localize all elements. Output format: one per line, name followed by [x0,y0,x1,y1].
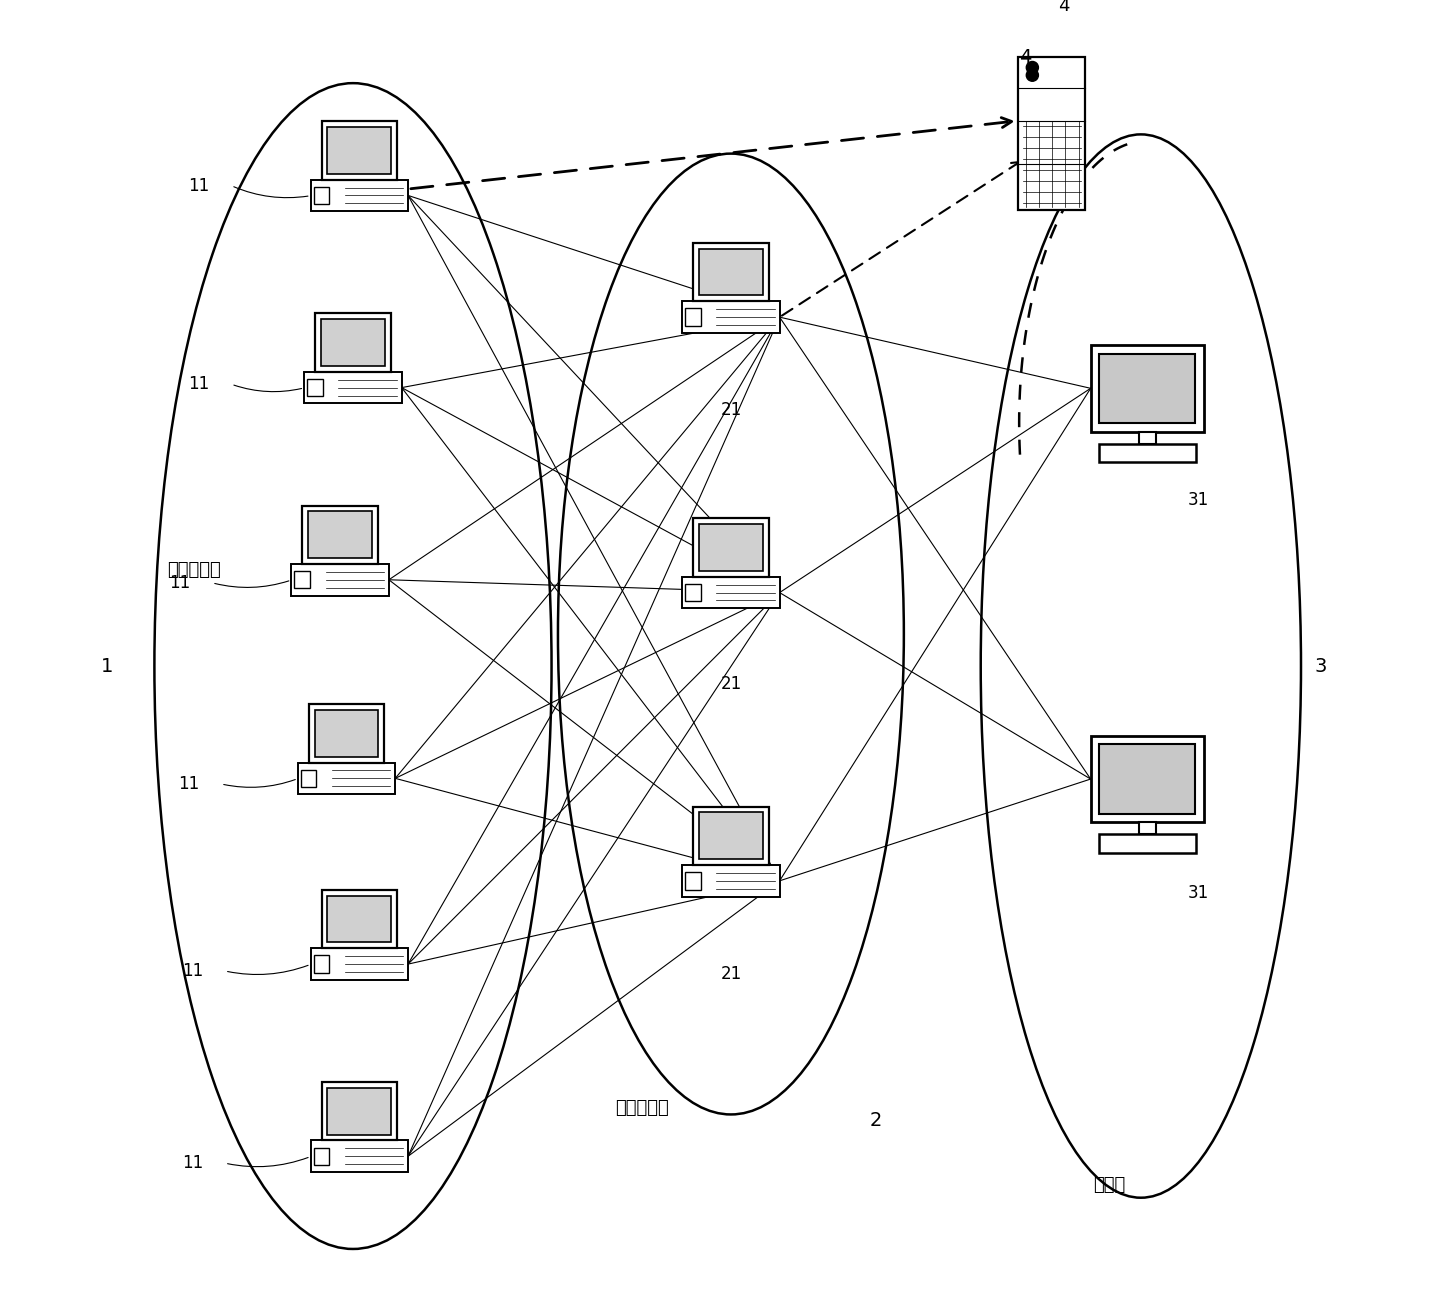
Text: 31: 31 [1188,490,1208,509]
Text: 11: 11 [188,177,210,195]
FancyBboxPatch shape [310,1141,409,1172]
FancyBboxPatch shape [682,865,780,897]
Text: 11: 11 [183,961,203,980]
FancyBboxPatch shape [1098,443,1195,462]
Text: 11: 11 [170,574,191,591]
FancyBboxPatch shape [327,1088,391,1134]
Text: 4: 4 [1020,48,1032,67]
FancyBboxPatch shape [314,710,378,757]
FancyBboxPatch shape [307,379,323,396]
Text: 21: 21 [720,675,742,693]
FancyBboxPatch shape [322,889,397,948]
FancyBboxPatch shape [698,249,762,296]
FancyBboxPatch shape [693,807,768,865]
FancyBboxPatch shape [1017,56,1085,211]
FancyBboxPatch shape [327,896,391,943]
FancyBboxPatch shape [1139,432,1156,443]
Text: 受控网络层: 受控网络层 [167,561,220,579]
FancyBboxPatch shape [327,127,391,174]
FancyBboxPatch shape [301,769,316,787]
Text: 21: 21 [720,964,742,982]
FancyBboxPatch shape [685,309,701,326]
FancyBboxPatch shape [310,948,409,980]
FancyBboxPatch shape [298,763,396,794]
Text: 21: 21 [720,400,742,419]
Text: 11: 11 [183,1154,203,1172]
FancyBboxPatch shape [309,704,384,763]
FancyBboxPatch shape [322,319,385,366]
Text: 用户层: 用户层 [1093,1176,1124,1194]
FancyBboxPatch shape [291,564,388,595]
Circle shape [1026,69,1039,81]
FancyBboxPatch shape [1091,735,1204,823]
FancyBboxPatch shape [1139,823,1156,835]
Text: 1: 1 [101,657,113,675]
FancyBboxPatch shape [309,511,372,559]
FancyBboxPatch shape [316,314,391,371]
FancyBboxPatch shape [682,577,780,608]
FancyBboxPatch shape [310,179,409,212]
FancyBboxPatch shape [1091,345,1204,432]
Text: 31: 31 [1188,884,1208,901]
Text: 2: 2 [869,1112,882,1130]
FancyBboxPatch shape [693,518,768,577]
FancyBboxPatch shape [685,583,701,602]
FancyBboxPatch shape [294,572,310,589]
Text: 11: 11 [178,774,200,793]
FancyBboxPatch shape [1100,744,1195,814]
FancyBboxPatch shape [313,1147,329,1165]
FancyBboxPatch shape [313,187,329,204]
FancyBboxPatch shape [1098,835,1195,853]
Text: 3: 3 [1314,657,1326,675]
FancyBboxPatch shape [322,1082,397,1141]
FancyBboxPatch shape [698,525,762,570]
FancyBboxPatch shape [698,812,762,859]
FancyBboxPatch shape [682,301,780,334]
FancyBboxPatch shape [685,872,701,889]
Text: 11: 11 [188,375,210,394]
FancyBboxPatch shape [1100,353,1195,422]
Text: 通信代理层: 通信代理层 [616,1099,669,1117]
FancyBboxPatch shape [322,122,397,179]
Circle shape [1026,61,1039,73]
FancyBboxPatch shape [304,371,401,403]
FancyBboxPatch shape [693,243,768,301]
FancyBboxPatch shape [313,955,329,973]
Text: 4: 4 [1058,0,1069,16]
FancyBboxPatch shape [303,505,378,564]
